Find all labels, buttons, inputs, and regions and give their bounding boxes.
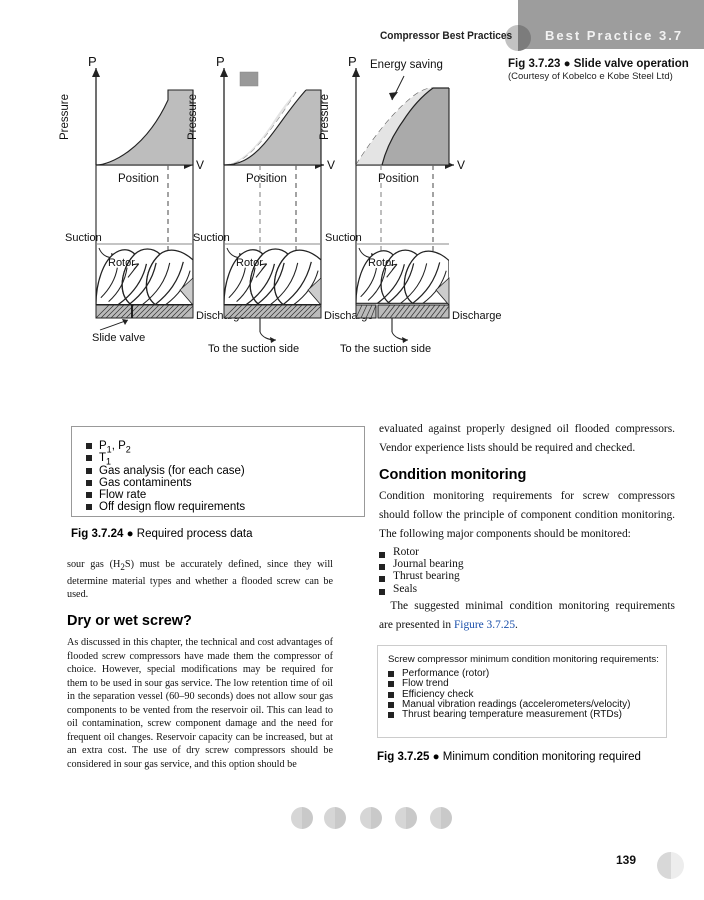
svg-text:Rotor: Rotor [236,257,263,269]
svg-text:Pressure: Pressure [319,94,331,140]
svg-text:V: V [196,158,204,172]
svg-text:P: P [348,54,357,69]
svg-text:P: P [216,54,225,69]
svg-text:V: V [457,158,465,172]
svg-text:Pressure: Pressure [187,94,199,140]
svg-text:Suction: Suction [325,232,362,244]
svg-text:Discharge: Discharge [452,310,502,322]
svg-text:P: P [88,54,97,69]
svg-text:Energy saving: Energy saving [370,59,443,71]
svg-text:V: V [327,158,335,172]
svg-text:Rotor: Rotor [108,257,135,269]
svg-text:Suction: Suction [65,232,102,244]
svg-text:Suction: Suction [193,232,230,244]
svg-text:Slide valve: Slide valve [92,332,145,344]
svg-text:Pressure: Pressure [59,94,71,140]
svg-text:To the suction side: To the suction side [208,343,299,355]
svg-text:Position: Position [378,173,419,185]
svg-text:Position: Position [118,173,159,185]
svg-text:To the suction side: To the suction side [340,343,431,355]
svg-text:Rotor: Rotor [368,257,395,269]
svg-text:Position: Position [246,173,287,185]
